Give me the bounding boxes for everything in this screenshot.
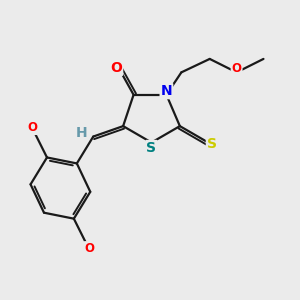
Text: N: N xyxy=(160,84,172,98)
Text: O: O xyxy=(85,242,95,255)
Text: O: O xyxy=(27,121,37,134)
Text: S: S xyxy=(207,137,217,151)
Text: O: O xyxy=(110,61,122,75)
Text: O: O xyxy=(232,62,242,75)
Text: S: S xyxy=(146,141,157,155)
Text: H: H xyxy=(76,126,88,140)
